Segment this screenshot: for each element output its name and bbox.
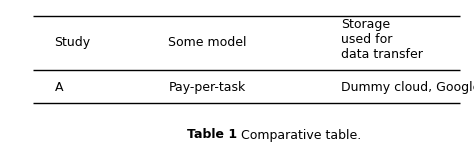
Text: Table 1: Table 1 [187, 129, 237, 141]
Text: A: A [55, 81, 63, 94]
Text: Comparative table.: Comparative table. [237, 129, 361, 141]
Text: used for: used for [341, 33, 392, 46]
Text: Some model: Some model [168, 36, 247, 49]
Text: Dummy cloud, Google Drive: Dummy cloud, Google Drive [341, 81, 474, 94]
Text: Storage: Storage [341, 18, 391, 31]
Text: Study: Study [55, 36, 91, 49]
Text: data transfer: data transfer [341, 48, 423, 61]
Text: Pay-per-task: Pay-per-task [168, 81, 246, 94]
